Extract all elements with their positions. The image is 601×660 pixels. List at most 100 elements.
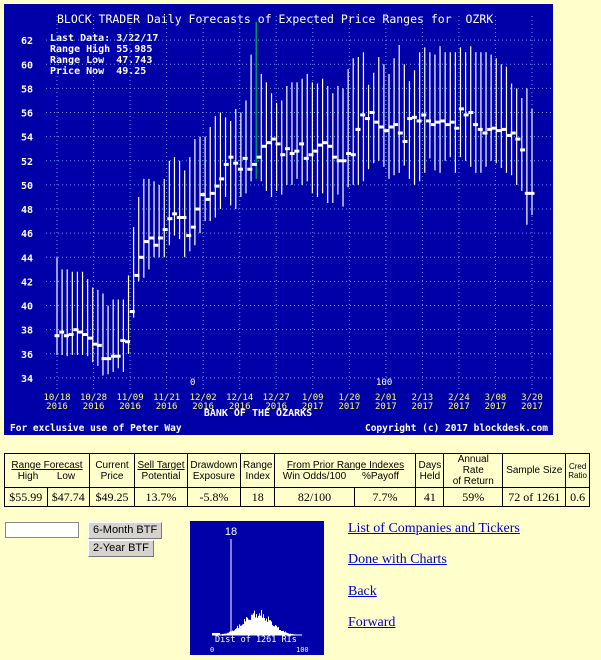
marker-zero: 0 [190,378,195,388]
close-marker [365,117,370,120]
back-link[interactable]: Back [348,584,377,600]
close-marker [412,116,417,119]
y-tick-label: 34 [21,374,33,385]
close-marker [299,142,304,145]
hist-bar [273,626,274,635]
close-marker [398,132,403,135]
hist-caption: Dist of 1261 RIs [215,635,297,645]
close-marker [308,153,313,156]
close-marker [445,123,450,126]
close-marker [87,337,92,340]
potential-label: Potential [142,471,181,482]
hist-bar [237,626,238,635]
close-marker [134,274,139,277]
forward-link[interactable]: Forward [348,615,395,631]
close-marker [341,159,346,162]
close-marker [346,152,351,155]
y-tick-label: 50 [21,181,33,192]
hist-bar [250,620,251,635]
six-month-btf-button[interactable]: 6-Month BTF [88,522,162,539]
of-return-label: of Return [453,476,494,487]
close-marker [247,168,252,171]
hist-bar [240,626,241,635]
close-marker [149,236,154,239]
close-marker [257,156,262,159]
close-marker [355,128,360,131]
close-marker [73,328,78,331]
ri-distribution-panel: 18 Dist of 1261 RIs 0 100 [190,521,324,655]
close-marker [417,119,422,122]
close-marker [407,117,412,120]
close-marker [450,121,455,124]
close-marker [172,212,177,215]
held-label: Held [420,471,441,482]
x-tick-year: 2016 [156,402,178,412]
hist-bar [271,621,272,635]
hist-axis-left: 0 [210,646,214,654]
close-marker [153,244,158,247]
close-marker [313,150,318,153]
close-marker [229,156,234,159]
value-return: 59% [444,488,503,507]
close-marker [111,355,116,358]
close-marker [530,192,535,195]
hist-bar [256,614,257,635]
close-marker [323,141,328,144]
close-marker [92,343,97,346]
close-marker [210,192,215,195]
close-marker [515,138,520,141]
ticker-input[interactable] [5,522,79,538]
close-marker [520,148,525,151]
hist-bar [278,627,279,635]
info-range-low: Range Low 47.743 [50,55,152,66]
y-tick-label: 56 [21,109,33,120]
close-marker [337,159,342,162]
hist-bar [262,618,263,635]
x-tick-year: 2016 [46,402,68,412]
cred-label: Cred [569,462,586,471]
hist-bar [252,615,253,635]
x-tick-year: 2016 [119,402,141,412]
close-marker [332,156,337,159]
done-with-charts-link[interactable]: Done with Charts [348,552,447,568]
close-marker [69,333,74,336]
ratio-label: Ratio [568,471,587,480]
value-days: 41 [416,488,444,507]
list-companies-link[interactable]: List of Companies and Tickers [348,521,520,537]
close-marker [290,152,295,155]
close-marker [384,129,389,132]
value-exposure: -5.8% [188,488,241,507]
close-marker [327,145,332,148]
hist-bar [276,626,277,635]
close-marker [200,193,205,196]
forecast-chart-panel: BLOCK TRADER Daily Forecasts of Expected… [4,4,553,435]
close-marker [497,129,502,132]
info-range-high: Range High 55.985 [50,43,152,55]
hist-bar [254,611,255,635]
hist-bar [259,613,260,635]
price-label: Price [101,471,124,482]
close-marker [158,236,163,239]
close-marker [64,334,69,337]
close-marker [294,150,299,153]
close-marker [106,357,111,360]
close-marker [55,334,60,337]
days-label: Days [418,460,441,471]
hist-bar [268,617,269,635]
two-year-btf-button[interactable]: 2-Year BTF [88,540,154,557]
close-marker [393,123,398,126]
hist-bar [236,628,237,635]
close-marker [276,142,281,145]
hist-marker-label: 18 [225,526,237,538]
sample-size-label: Sample Size [506,465,562,476]
marker-hundred: 100 [376,378,392,388]
annual-rate-label: Annual Rate [458,454,489,476]
x-tick-year: 2017 [338,402,360,412]
close-marker [144,240,149,243]
hist-bar [267,622,268,635]
